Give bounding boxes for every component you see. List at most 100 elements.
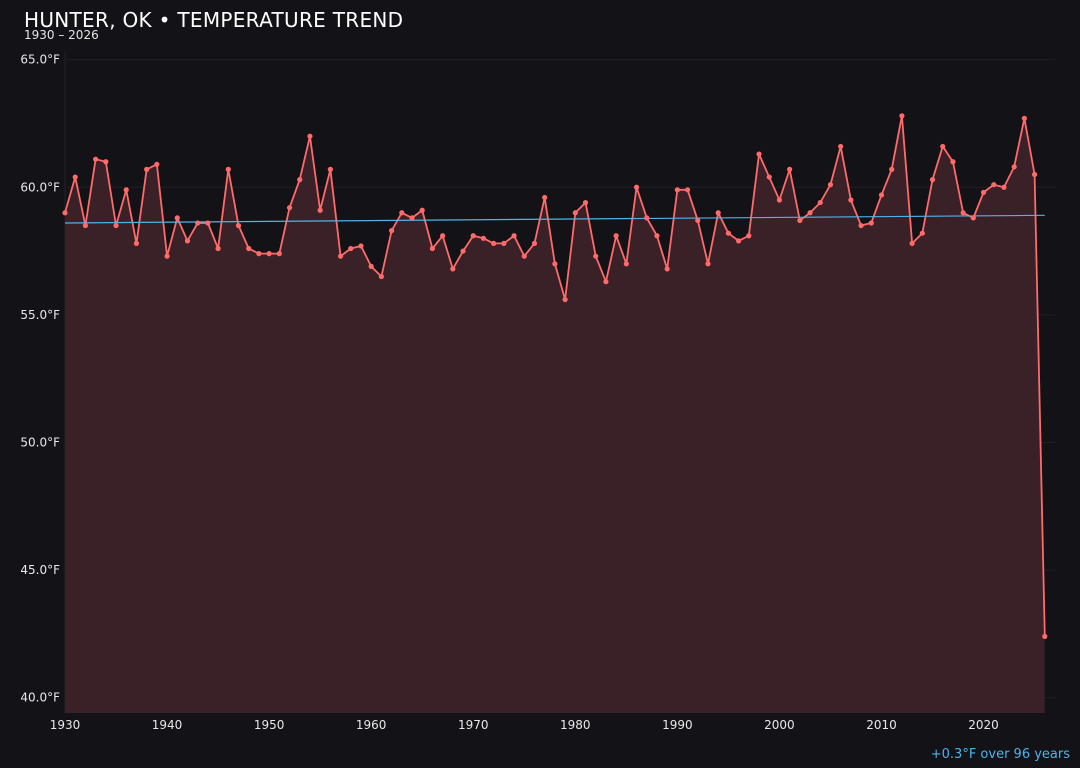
y-tick-label: 40.0°F <box>20 691 60 705</box>
data-point <box>807 210 813 216</box>
data-point <box>266 251 272 257</box>
data-point <box>572 210 578 216</box>
data-point <box>133 240 140 247</box>
data-point <box>705 261 711 267</box>
data-point <box>480 235 487 241</box>
data-point <box>940 143 946 150</box>
data-point <box>909 240 915 247</box>
data-point <box>736 238 742 244</box>
data-point <box>766 174 772 180</box>
data-point <box>644 215 650 221</box>
data-point <box>715 210 721 216</box>
data-point <box>664 266 670 272</box>
data-point <box>511 233 517 239</box>
data-point <box>286 205 293 211</box>
data-point <box>154 161 160 167</box>
data-point <box>827 182 834 188</box>
data-point <box>378 273 384 280</box>
data-point <box>399 210 405 216</box>
y-tick-label: 45.0°F <box>20 563 60 577</box>
data-point <box>776 197 783 203</box>
data-point <box>327 166 333 172</box>
data-point <box>388 228 395 234</box>
data-point <box>113 222 119 229</box>
x-tick-label: 2010 <box>866 718 897 732</box>
data-point <box>1031 171 1038 178</box>
data-point <box>797 217 803 224</box>
trend-line <box>64 214 1045 224</box>
data-point <box>307 133 313 139</box>
data-point <box>184 238 191 244</box>
data-point <box>337 253 344 259</box>
data-point <box>470 233 476 239</box>
data-point <box>1001 184 1007 190</box>
data-point <box>889 166 895 172</box>
data-point <box>899 113 905 119</box>
chart-title: HUNTER, OK • TEMPERATURE TREND <box>24 8 404 32</box>
data-point <box>980 189 987 195</box>
data-point <box>409 215 415 221</box>
data-point <box>368 263 374 269</box>
data-point <box>419 207 425 213</box>
data-point <box>1042 633 1048 640</box>
y-tick-label: 50.0°F <box>20 435 60 449</box>
data-point <box>542 194 548 201</box>
data-point <box>174 215 180 221</box>
x-tick-label: 1990 <box>662 718 693 732</box>
data-point <box>460 248 466 254</box>
data-point <box>317 207 323 213</box>
data-point <box>93 156 99 162</box>
y-tick-label: 55.0°F <box>20 308 60 322</box>
data-point <box>858 222 864 229</box>
data-point <box>684 187 691 193</box>
data-point <box>491 240 497 247</box>
data-point <box>746 233 752 239</box>
x-tick-label: 1930 <box>50 718 81 732</box>
data-point <box>593 253 599 259</box>
x-tick-label: 1950 <box>254 718 285 732</box>
data-point <box>195 220 201 226</box>
data-point <box>817 199 823 206</box>
data-point <box>613 233 619 239</box>
y-tick-label: 60.0°F <box>20 180 60 194</box>
data-point <box>123 187 129 193</box>
x-tick-label: 1960 <box>356 718 387 732</box>
x-tick-label: 1980 <box>560 718 591 732</box>
data-point <box>654 233 660 239</box>
data-point <box>552 261 558 267</box>
data-point <box>991 182 997 188</box>
data-point <box>521 253 527 259</box>
x-tick-label: 1940 <box>152 718 183 732</box>
data-point <box>1011 164 1017 170</box>
data-point <box>950 159 956 165</box>
data-point <box>246 245 252 252</box>
data-point <box>562 296 568 303</box>
trend-annotation: +0.3°F over 96 years <box>930 747 1070 762</box>
data-point <box>623 261 629 267</box>
data-point <box>582 199 589 206</box>
data-point <box>603 279 609 285</box>
data-point <box>919 230 925 236</box>
data-point <box>695 217 701 224</box>
data-point <box>62 210 68 216</box>
area-fill <box>65 115 1045 713</box>
data-point <box>1021 115 1027 121</box>
data-point <box>450 266 456 272</box>
data-point <box>878 192 885 198</box>
data-point <box>756 151 762 157</box>
data-point <box>960 210 966 216</box>
y-tick-label: 65.0°F <box>20 53 60 67</box>
data-point <box>103 159 109 165</box>
data-point <box>429 245 436 252</box>
data-point <box>674 187 680 193</box>
data-point <box>164 253 170 259</box>
data-point <box>72 174 78 180</box>
data-point <box>501 240 507 247</box>
data-point <box>82 222 89 229</box>
data-point <box>531 240 538 247</box>
x-tick-label: 2020 <box>968 718 999 732</box>
data-point <box>348 245 354 252</box>
data-point <box>235 222 242 229</box>
data-point <box>970 215 976 221</box>
